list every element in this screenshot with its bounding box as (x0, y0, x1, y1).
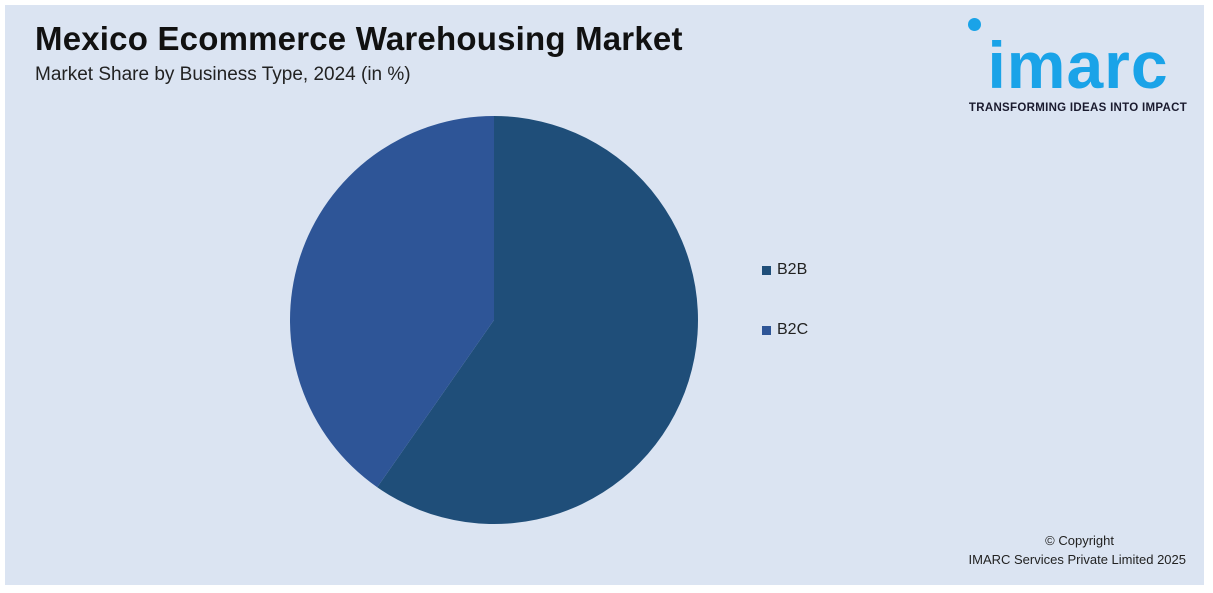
legend-swatch-b2c (762, 325, 771, 335)
chart-subtitle: Market Share by Business Type, 2024 (in … (35, 64, 411, 85)
legend-item-b2c: B2C (762, 320, 808, 340)
chart-title: Mexico Ecommerce Warehousing Market (35, 20, 683, 57)
pie-slice-b2c (290, 116, 494, 488)
copyright-line: © Copyright (1045, 533, 1114, 548)
logo-wordmark: imarc (987, 28, 1169, 102)
copyright-company: IMARC Services Private Limited 2025 (968, 552, 1186, 567)
copyright-notice: © Copyright IMARC Services Private Limit… (886, 531, 1186, 569)
logo-tagline: TRANSFORMING IDEAS INTO IMPACT (968, 102, 1188, 114)
legend-swatch-b2b (762, 265, 771, 275)
pie-slice-b2b (377, 116, 699, 524)
logo-dot-icon (968, 18, 981, 31)
imarc-logo: imarc TRANSFORMING IDEAS INTO IMPACT (962, 16, 1194, 116)
legend-label-b2c: B2C (777, 321, 809, 338)
legend-label-b2b: B2B (777, 261, 808, 278)
legend-item-b2b: B2B (762, 260, 807, 280)
